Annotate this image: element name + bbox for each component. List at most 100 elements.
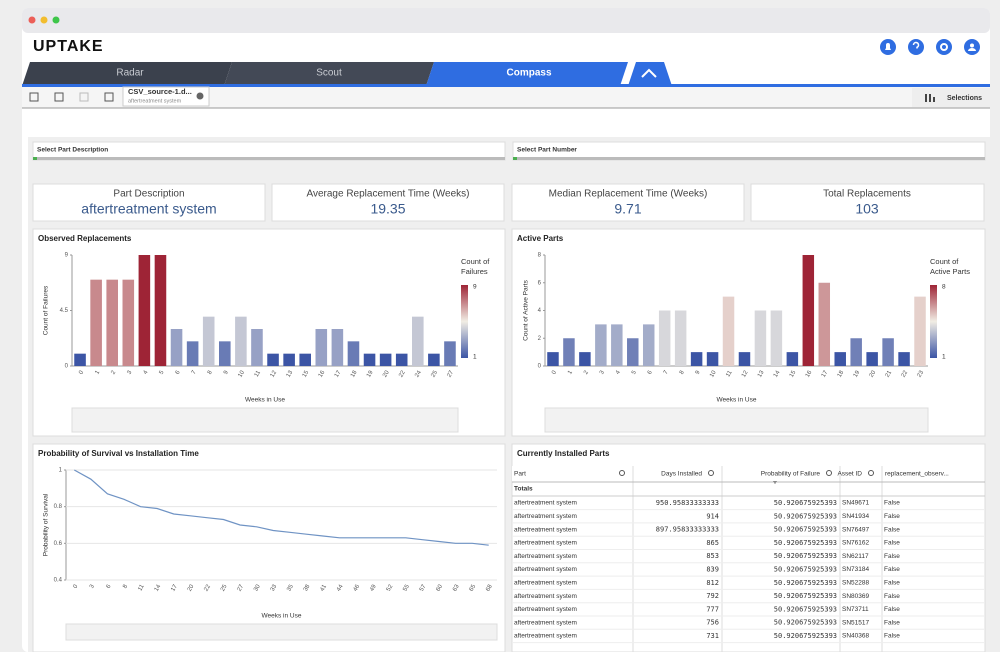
- table-cell: 50.920675925393: [774, 539, 837, 547]
- caret: [641, 68, 657, 78]
- x-tick-label: 17: [334, 369, 343, 378]
- table-cell: False: [884, 619, 900, 626]
- x-tick-label: 19: [853, 369, 862, 378]
- y-tick-label: 8: [538, 253, 542, 259]
- x-tick-label: 2: [583, 369, 590, 375]
- bar: [579, 352, 591, 366]
- table-cell: 50.920675925393: [774, 552, 837, 560]
- collapse-tab[interactable]: [628, 62, 672, 86]
- tool-icon[interactable]: [29, 92, 39, 102]
- table-cell: SN51517: [842, 619, 869, 626]
- minimize-dot[interactable]: [40, 16, 48, 24]
- x-tick-label: 35: [286, 583, 295, 592]
- x-tick-label: 8: [122, 583, 129, 589]
- legend-title: Count of: [461, 257, 490, 266]
- x-tick-label: 27: [237, 583, 246, 592]
- search-icon[interactable]: [708, 470, 714, 476]
- table-cell: False: [884, 526, 900, 533]
- tool-icon[interactable]: [54, 92, 64, 102]
- legend-label: 8: [942, 284, 946, 291]
- filter-indicator: [33, 157, 37, 160]
- table-cell: SN80369: [842, 593, 869, 600]
- table-cell: 897.95833333333: [656, 526, 719, 534]
- x-tick-label: 46: [353, 583, 362, 592]
- bar: [412, 316, 424, 366]
- y-tick-label: 0.4: [54, 578, 63, 584]
- tab-scout[interactable]: [224, 62, 434, 86]
- bar: [627, 338, 639, 366]
- table-cell: SN76162: [842, 540, 869, 547]
- x-tick-label: 44: [336, 583, 345, 592]
- table-cell: False: [884, 566, 900, 573]
- x-tick-label: 4: [615, 369, 622, 375]
- x-tick-label: 17: [821, 369, 830, 378]
- table-cell: SN49671: [842, 500, 869, 507]
- source-tab[interactable]: [122, 86, 210, 107]
- search-icon[interactable]: [868, 470, 874, 476]
- tool-icon[interactable]: [104, 92, 114, 102]
- bar: [834, 352, 846, 366]
- x-tick-label: 2: [110, 369, 117, 375]
- search-icon[interactable]: [826, 470, 832, 476]
- table-cell: 50.920675925393: [774, 605, 837, 613]
- table-cell: 865: [706, 539, 719, 547]
- table-cell: SN52288: [842, 580, 869, 587]
- column-header: Probability of Failure: [761, 471, 821, 478]
- column-header: Days Installed: [661, 471, 702, 478]
- kpi-panel: [750, 183, 985, 222]
- help-glyph: [912, 41, 920, 49]
- scrollbar: [544, 407, 929, 433]
- table-cell: aftertreatment system: [514, 619, 577, 626]
- tab-radar[interactable]: [22, 62, 232, 86]
- bar: [106, 279, 118, 366]
- table-cell: SN73711: [842, 606, 869, 613]
- table-cell: SN76497: [842, 526, 869, 533]
- x-tick-label: 0: [551, 369, 558, 375]
- settings-icon[interactable]: [936, 39, 952, 55]
- kpi-value: 103: [855, 201, 879, 217]
- bar: [315, 329, 328, 366]
- legend-title: Failures: [461, 267, 488, 276]
- zoom-dot[interactable]: [52, 16, 60, 24]
- search-icon[interactable]: [619, 470, 625, 476]
- totals-label: Totals: [514, 486, 533, 493]
- help-icon[interactable]: [908, 39, 924, 55]
- y-tick-label: 0: [65, 364, 69, 370]
- table-cell: False: [884, 580, 900, 587]
- x-tick-label: 11: [725, 369, 734, 378]
- y-tick-label: 9: [65, 253, 69, 259]
- bar: [283, 353, 295, 366]
- tab-compass[interactable]: [426, 62, 628, 86]
- table-cell: aftertreatment system: [514, 513, 577, 520]
- survival-line: [73, 469, 489, 546]
- bar: [642, 324, 655, 366]
- generated: 04.590 1 2 3 4 5 6 7 8 9 10 11 12 13 15 16 17 18 19 20 22 24 2…: [43, 253, 986, 652]
- x-tick-label: 38: [303, 583, 312, 592]
- bar: [738, 352, 751, 366]
- y-axis-title: Count of Failures: [43, 285, 50, 335]
- bar: [363, 353, 376, 366]
- kpi-value: 19.35: [370, 201, 405, 217]
- y-tick-label: 0.8: [54, 504, 63, 510]
- x-tick-label: 55: [402, 583, 411, 592]
- x-tick-label: 24: [414, 369, 423, 378]
- y-tick-label: 4.5: [60, 308, 69, 314]
- legend-label: 1: [473, 354, 477, 361]
- x-tick-label: 16: [318, 369, 327, 378]
- bar: [802, 255, 815, 366]
- table-cell: SN40368: [842, 633, 869, 640]
- filter-label: Select Part Number: [517, 147, 577, 154]
- close-dot[interactable]: [28, 16, 36, 24]
- table-cell: False: [884, 593, 900, 600]
- source-close[interactable]: [196, 92, 204, 100]
- tool-icon[interactable]: [79, 92, 89, 102]
- table-header: [512, 466, 985, 482]
- x-tick-label: 11: [137, 583, 146, 592]
- chart-panel: [511, 228, 986, 437]
- bar: [722, 296, 735, 366]
- selections-button[interactable]: [912, 88, 990, 107]
- x-tick-label: 13: [757, 369, 766, 378]
- bar: [882, 338, 894, 366]
- chart-title: Probability of Survival vs Installation …: [38, 449, 199, 458]
- bar: [754, 310, 767, 366]
